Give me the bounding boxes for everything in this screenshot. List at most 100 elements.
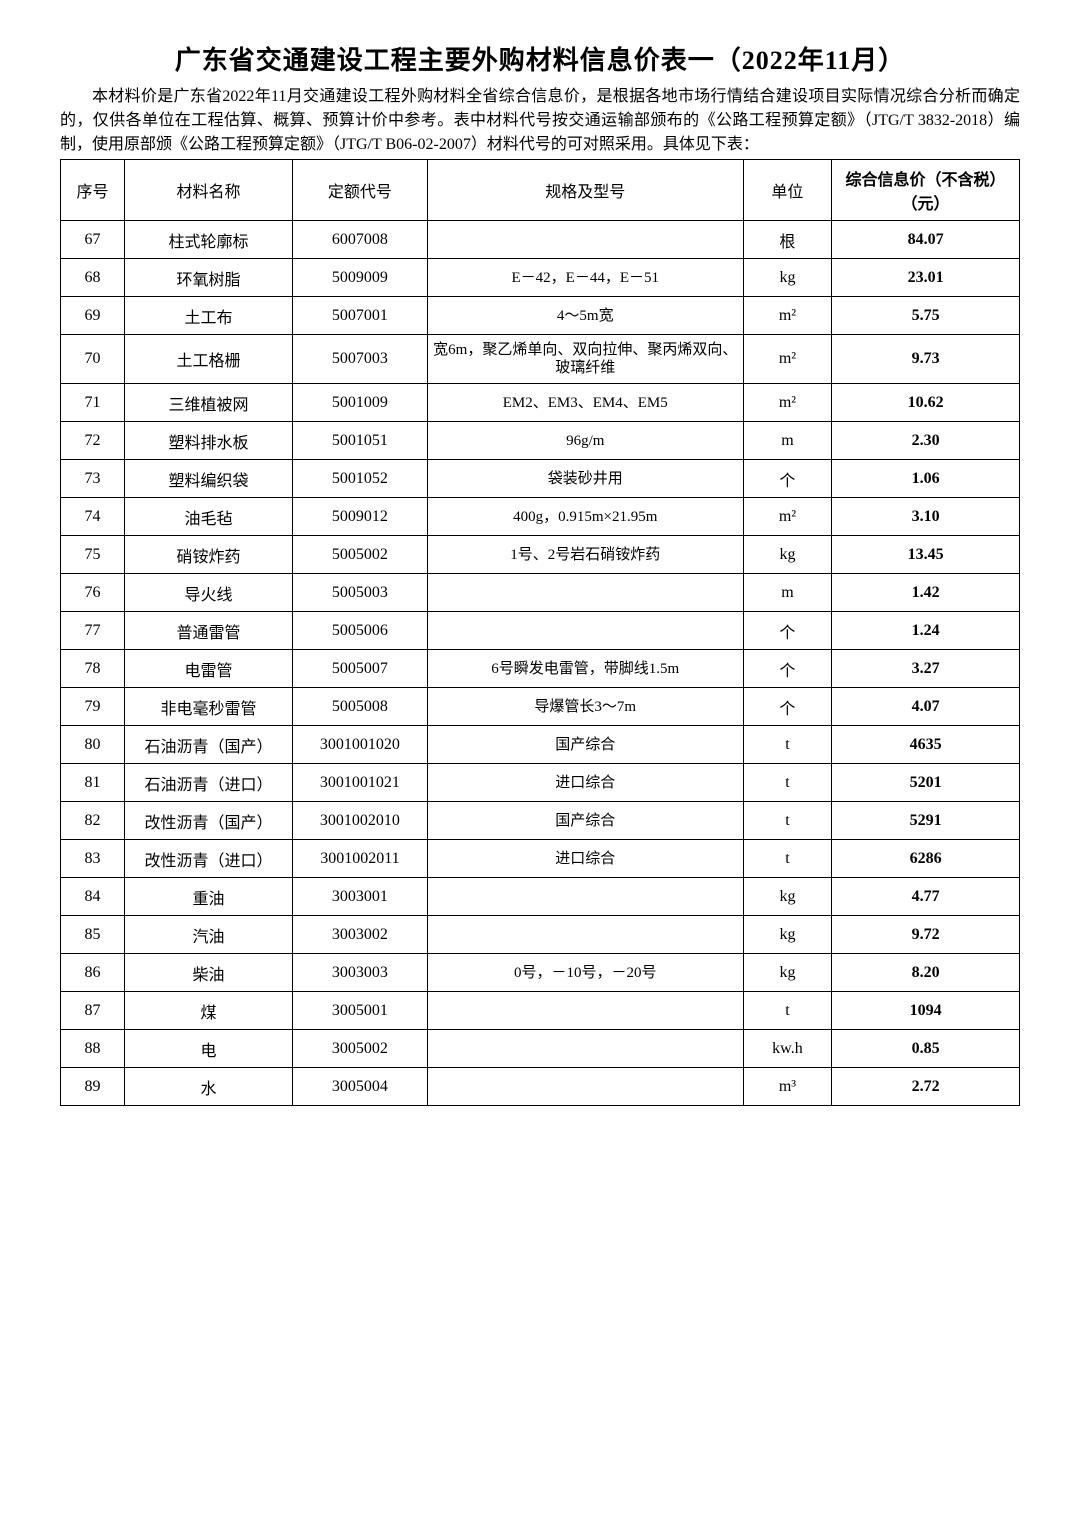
cell-spec: 进口综合 xyxy=(427,764,743,802)
cell-code: 3003001 xyxy=(293,878,428,916)
cell-unit: kg xyxy=(743,878,831,916)
cell-name: 石油沥青（进口） xyxy=(125,764,293,802)
cell-unit: 个 xyxy=(743,612,831,650)
cell-spec: 导爆管长3～7m xyxy=(427,688,743,726)
cell-seq: 86 xyxy=(61,954,125,992)
table-row: 75硝铵炸药50050021号、2号岩石硝铵炸药kg13.45 xyxy=(61,536,1020,574)
cell-code: 5001052 xyxy=(293,460,428,498)
cell-code: 5005007 xyxy=(293,650,428,688)
header-name: 材料名称 xyxy=(125,160,293,221)
cell-spec xyxy=(427,221,743,259)
cell-spec xyxy=(427,1030,743,1068)
cell-name: 土工格栅 xyxy=(125,335,293,384)
table-row: 73塑料编织袋5001052袋装砂井用个1.06 xyxy=(61,460,1020,498)
cell-seq: 71 xyxy=(61,384,125,422)
cell-code: 3001001020 xyxy=(293,726,428,764)
cell-price: 4.77 xyxy=(832,878,1020,916)
table-row: 72塑料排水板500105196g/mm2.30 xyxy=(61,422,1020,460)
cell-code: 3003002 xyxy=(293,916,428,954)
cell-price: 23.01 xyxy=(832,259,1020,297)
cell-name: 环氧树脂 xyxy=(125,259,293,297)
cell-price: 10.62 xyxy=(832,384,1020,422)
cell-unit: m² xyxy=(743,384,831,422)
cell-seq: 88 xyxy=(61,1030,125,1068)
header-spec: 规格及型号 xyxy=(427,160,743,221)
cell-unit: m² xyxy=(743,335,831,384)
table-row: 80石油沥青（国产）3001001020国产综合t4635 xyxy=(61,726,1020,764)
cell-unit: m xyxy=(743,422,831,460)
table-row: 70土工格栅5007003宽6m，聚乙烯单向、双向拉伸、聚丙烯双向、玻璃纤维m²… xyxy=(61,335,1020,384)
cell-spec xyxy=(427,878,743,916)
cell-code: 5001009 xyxy=(293,384,428,422)
cell-price: 8.20 xyxy=(832,954,1020,992)
cell-code: 3001002010 xyxy=(293,802,428,840)
cell-spec: 6号瞬发电雷管，带脚线1.5m xyxy=(427,650,743,688)
cell-price: 5.75 xyxy=(832,297,1020,335)
cell-name: 汽油 xyxy=(125,916,293,954)
cell-seq: 67 xyxy=(61,221,125,259)
cell-unit: t xyxy=(743,726,831,764)
table-row: 68环氧树脂5009009E－42，E－44，E－51kg23.01 xyxy=(61,259,1020,297)
cell-name: 改性沥青（国产） xyxy=(125,802,293,840)
cell-spec xyxy=(427,612,743,650)
cell-name: 水 xyxy=(125,1068,293,1106)
table-row: 77普通雷管5005006个1.24 xyxy=(61,612,1020,650)
table-row: 74油毛毡5009012400g，0.915m×21.95mm²3.10 xyxy=(61,498,1020,536)
cell-code: 5007003 xyxy=(293,335,428,384)
cell-unit: kg xyxy=(743,916,831,954)
cell-spec xyxy=(427,1068,743,1106)
cell-code: 5001051 xyxy=(293,422,428,460)
cell-code: 5009012 xyxy=(293,498,428,536)
table-row: 79非电毫秒雷管5005008导爆管长3～7m个4.07 xyxy=(61,688,1020,726)
material-price-table: 序号 材料名称 定额代号 规格及型号 单位 综合信息价（不含税）（元） 67柱式… xyxy=(60,159,1020,1106)
cell-name: 三维植被网 xyxy=(125,384,293,422)
cell-name: 煤 xyxy=(125,992,293,1030)
cell-seq: 72 xyxy=(61,422,125,460)
cell-name: 塑料排水板 xyxy=(125,422,293,460)
cell-seq: 80 xyxy=(61,726,125,764)
cell-price: 1.24 xyxy=(832,612,1020,650)
cell-unit: kw.h xyxy=(743,1030,831,1068)
cell-seq: 75 xyxy=(61,536,125,574)
cell-unit: t xyxy=(743,992,831,1030)
cell-code: 3005002 xyxy=(293,1030,428,1068)
cell-price: 1.42 xyxy=(832,574,1020,612)
cell-seq: 83 xyxy=(61,840,125,878)
cell-seq: 69 xyxy=(61,297,125,335)
cell-price: 2.30 xyxy=(832,422,1020,460)
cell-name: 普通雷管 xyxy=(125,612,293,650)
cell-unit: t xyxy=(743,840,831,878)
cell-price: 6286 xyxy=(832,840,1020,878)
cell-unit: t xyxy=(743,802,831,840)
table-row: 67柱式轮廓标6007008根84.07 xyxy=(61,221,1020,259)
cell-unit: 个 xyxy=(743,650,831,688)
cell-name: 石油沥青（国产） xyxy=(125,726,293,764)
cell-code: 5009009 xyxy=(293,259,428,297)
cell-code: 3005004 xyxy=(293,1068,428,1106)
cell-price: 3.10 xyxy=(832,498,1020,536)
cell-spec: 袋装砂井用 xyxy=(427,460,743,498)
cell-seq: 81 xyxy=(61,764,125,802)
table-row: 83改性沥青（进口）3001002011进口综合t6286 xyxy=(61,840,1020,878)
cell-price: 13.45 xyxy=(832,536,1020,574)
cell-seq: 70 xyxy=(61,335,125,384)
cell-spec xyxy=(427,916,743,954)
cell-spec xyxy=(427,574,743,612)
cell-seq: 84 xyxy=(61,878,125,916)
header-price: 综合信息价（不含税）（元） xyxy=(832,160,1020,221)
cell-spec: 宽6m，聚乙烯单向、双向拉伸、聚丙烯双向、玻璃纤维 xyxy=(427,335,743,384)
table-row: 87煤3005001t1094 xyxy=(61,992,1020,1030)
cell-code: 3001001021 xyxy=(293,764,428,802)
cell-price: 4635 xyxy=(832,726,1020,764)
cell-code: 3003003 xyxy=(293,954,428,992)
cell-code: 5005008 xyxy=(293,688,428,726)
cell-name: 柴油 xyxy=(125,954,293,992)
cell-seq: 82 xyxy=(61,802,125,840)
cell-code: 6007008 xyxy=(293,221,428,259)
table-header-row: 序号 材料名称 定额代号 规格及型号 单位 综合信息价（不含税）（元） xyxy=(61,160,1020,221)
cell-name: 改性沥青（进口） xyxy=(125,840,293,878)
cell-unit: m² xyxy=(743,498,831,536)
page-title: 广东省交通建设工程主要外购材料信息价表一（2022年11月） xyxy=(60,40,1020,77)
cell-spec: 国产综合 xyxy=(427,802,743,840)
cell-seq: 77 xyxy=(61,612,125,650)
